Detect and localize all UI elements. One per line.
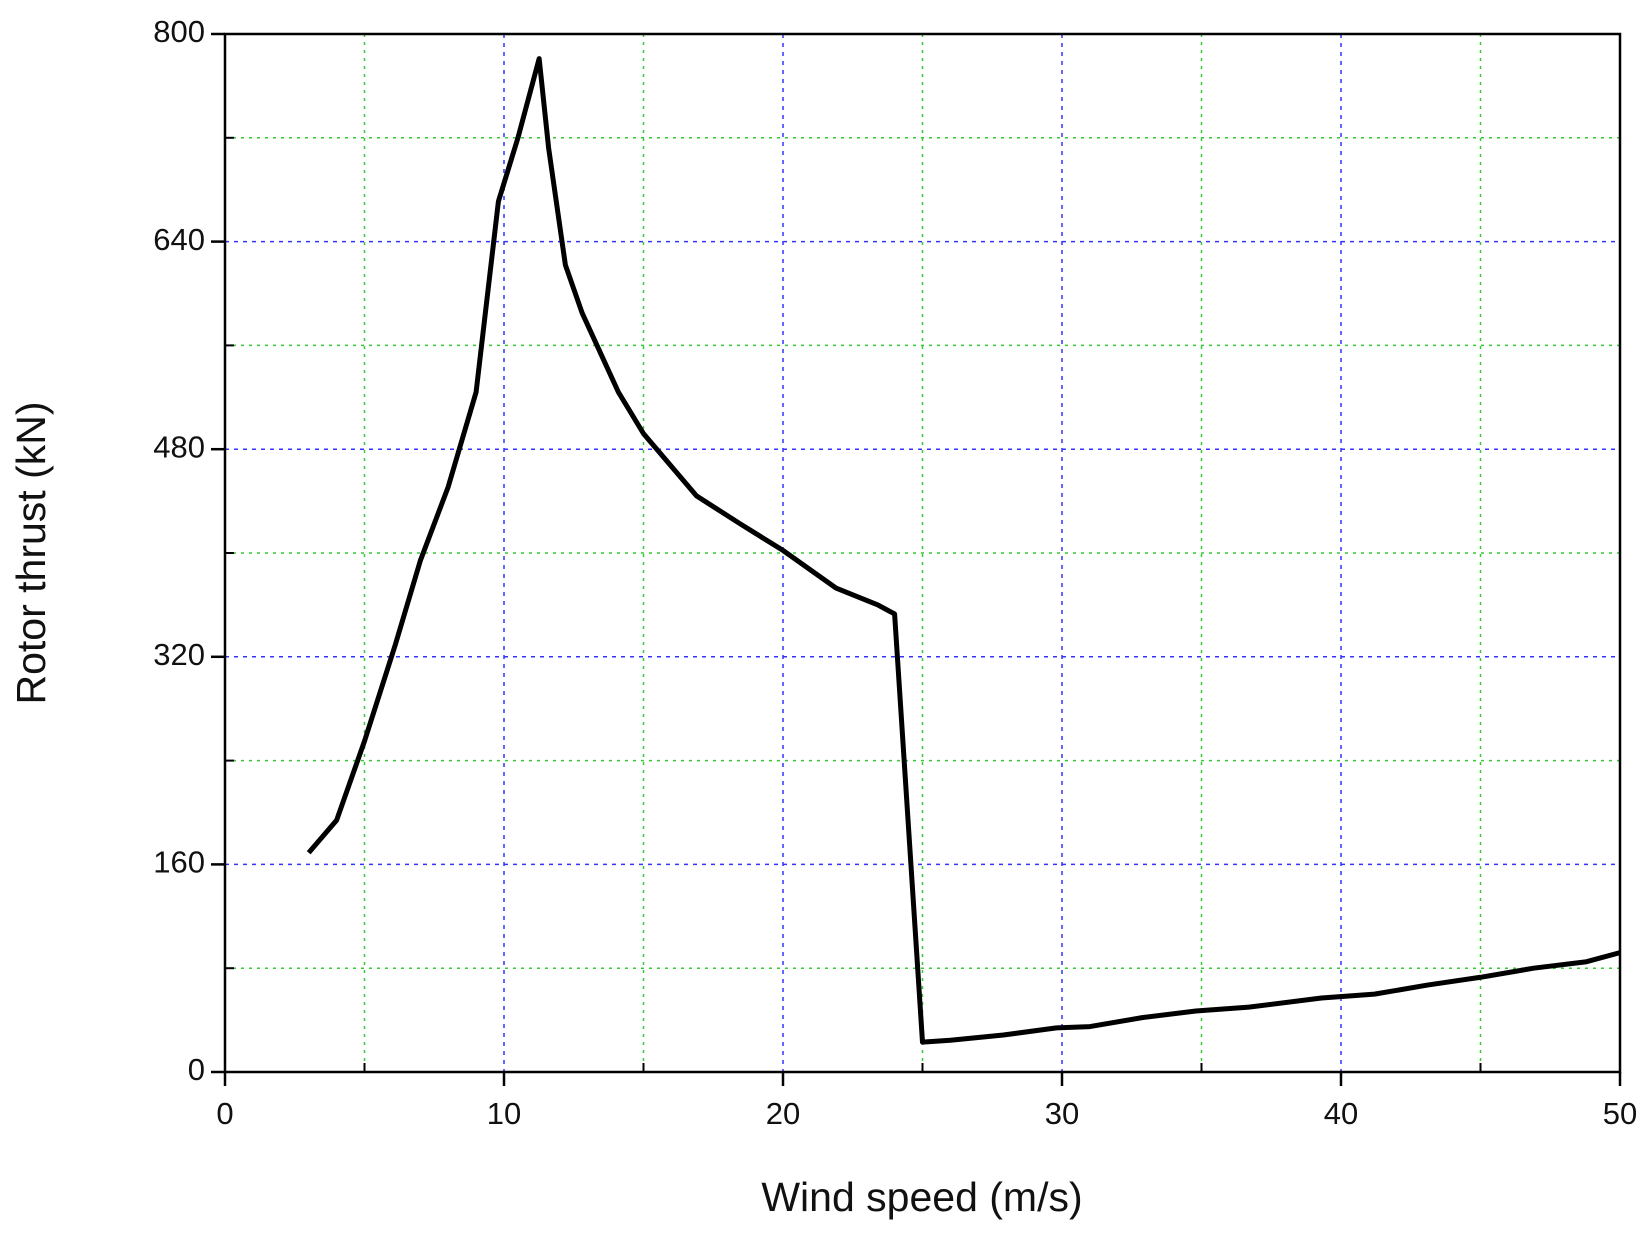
y-axis-label: Rotor thrust (kN)	[8, 402, 54, 705]
x-tick-label: 50	[1603, 1096, 1637, 1131]
y-tick-label: 0	[188, 1052, 205, 1087]
x-tick-label: 30	[1045, 1096, 1079, 1131]
x-tick-label: 40	[1324, 1096, 1358, 1131]
y-tick-label: 320	[153, 637, 205, 672]
x-tick-label: 0	[216, 1096, 233, 1131]
x-tick-label: 10	[487, 1096, 521, 1131]
y-tick-label: 480	[153, 429, 205, 464]
data-line	[306, 56, 1621, 1045]
plot-frame	[223, 32, 1622, 1074]
y-tick-label: 160	[153, 845, 205, 880]
y-tick-label: 800	[153, 14, 205, 49]
y-tick-label: 640	[153, 222, 205, 257]
x-tick-label: 20	[766, 1096, 800, 1131]
x-axis-label: Wind speed (m/s)	[761, 1174, 1082, 1220]
